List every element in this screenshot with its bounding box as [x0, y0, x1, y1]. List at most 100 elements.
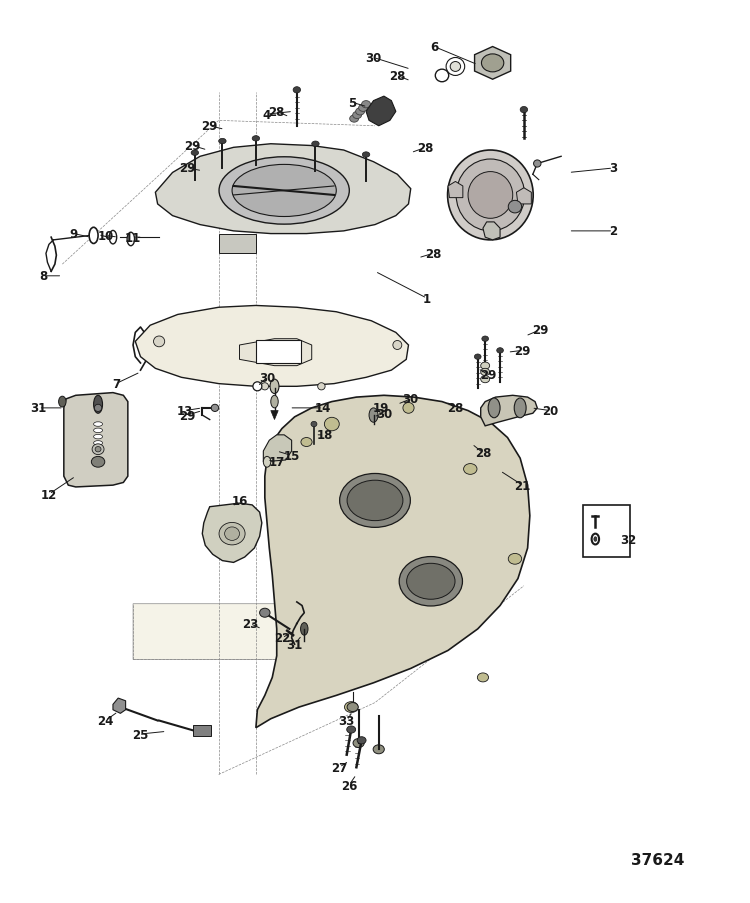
Polygon shape — [475, 48, 511, 80]
Ellipse shape — [232, 165, 336, 218]
Ellipse shape — [346, 726, 355, 733]
Polygon shape — [448, 182, 463, 199]
Ellipse shape — [352, 112, 362, 119]
Text: 20: 20 — [542, 405, 558, 417]
Ellipse shape — [92, 444, 104, 455]
Text: 29: 29 — [480, 368, 496, 382]
Text: 29: 29 — [184, 140, 201, 153]
Ellipse shape — [357, 737, 366, 744]
Text: 28: 28 — [389, 70, 406, 83]
Ellipse shape — [369, 408, 378, 423]
Ellipse shape — [481, 363, 490, 370]
Text: 15: 15 — [284, 450, 300, 462]
Ellipse shape — [127, 233, 134, 247]
Ellipse shape — [318, 383, 325, 390]
Ellipse shape — [271, 396, 278, 408]
Ellipse shape — [312, 142, 320, 147]
Text: 31: 31 — [31, 402, 46, 414]
Text: 18: 18 — [316, 429, 332, 442]
Ellipse shape — [356, 108, 364, 116]
Ellipse shape — [95, 447, 101, 452]
Ellipse shape — [94, 435, 103, 440]
Text: 23: 23 — [242, 618, 258, 630]
Ellipse shape — [393, 341, 402, 350]
Text: 30: 30 — [259, 371, 275, 385]
Ellipse shape — [252, 136, 260, 142]
Ellipse shape — [110, 231, 117, 245]
Text: 13: 13 — [177, 405, 194, 417]
Ellipse shape — [94, 405, 102, 412]
Text: 6: 6 — [430, 42, 439, 54]
Ellipse shape — [191, 151, 199, 156]
Text: 19: 19 — [373, 402, 389, 414]
Text: 27: 27 — [332, 761, 347, 774]
Ellipse shape — [450, 62, 460, 72]
Polygon shape — [263, 435, 292, 462]
Polygon shape — [219, 234, 256, 254]
Text: 8: 8 — [40, 270, 48, 283]
Text: 5: 5 — [349, 97, 357, 110]
Ellipse shape — [263, 457, 271, 468]
Ellipse shape — [353, 739, 364, 748]
Text: 28: 28 — [268, 106, 285, 119]
Ellipse shape — [475, 355, 481, 360]
Text: 1: 1 — [423, 293, 431, 305]
Polygon shape — [202, 504, 262, 563]
Ellipse shape — [219, 139, 226, 144]
Text: 3: 3 — [609, 163, 617, 175]
Ellipse shape — [481, 377, 490, 383]
Ellipse shape — [406, 563, 455, 600]
Text: 28: 28 — [425, 247, 441, 261]
Ellipse shape — [509, 201, 522, 214]
Polygon shape — [256, 396, 530, 728]
Ellipse shape — [325, 418, 339, 432]
Text: 11: 11 — [125, 231, 141, 245]
Polygon shape — [517, 189, 531, 205]
Ellipse shape — [311, 422, 317, 427]
Ellipse shape — [94, 423, 103, 427]
Ellipse shape — [448, 151, 533, 240]
Ellipse shape — [58, 396, 66, 407]
Ellipse shape — [594, 537, 597, 542]
Ellipse shape — [403, 403, 414, 414]
Bar — [584, 506, 629, 557]
Ellipse shape — [488, 398, 500, 418]
Text: 29: 29 — [179, 163, 196, 175]
Ellipse shape — [358, 105, 368, 112]
Ellipse shape — [446, 59, 465, 77]
Text: 30: 30 — [365, 52, 382, 65]
Text: 4: 4 — [263, 108, 272, 121]
Text: 2: 2 — [609, 225, 617, 238]
Text: 9: 9 — [69, 228, 78, 241]
Ellipse shape — [293, 88, 301, 94]
Polygon shape — [133, 559, 464, 660]
Text: 28: 28 — [447, 402, 464, 414]
Text: 33: 33 — [338, 714, 355, 727]
Text: 7: 7 — [112, 377, 120, 391]
Text: 28: 28 — [475, 447, 491, 460]
Ellipse shape — [301, 438, 312, 447]
Text: 30: 30 — [376, 407, 392, 420]
Text: 28: 28 — [418, 142, 434, 154]
Ellipse shape — [211, 405, 219, 412]
Polygon shape — [481, 396, 537, 426]
Text: 12: 12 — [40, 489, 57, 501]
Text: 29: 29 — [202, 120, 218, 133]
Ellipse shape — [533, 161, 541, 168]
Polygon shape — [155, 144, 411, 234]
Ellipse shape — [89, 228, 98, 244]
Ellipse shape — [344, 702, 358, 712]
Ellipse shape — [399, 557, 463, 606]
Polygon shape — [366, 97, 396, 126]
Text: 32: 32 — [620, 533, 636, 546]
Bar — [256, 341, 301, 364]
Ellipse shape — [482, 55, 504, 73]
Text: 29: 29 — [532, 324, 548, 337]
Ellipse shape — [94, 396, 103, 414]
Text: 21: 21 — [514, 479, 530, 492]
Ellipse shape — [496, 349, 503, 354]
Polygon shape — [135, 306, 409, 386]
Text: 26: 26 — [340, 779, 357, 792]
Ellipse shape — [477, 673, 488, 682]
Ellipse shape — [468, 172, 513, 219]
